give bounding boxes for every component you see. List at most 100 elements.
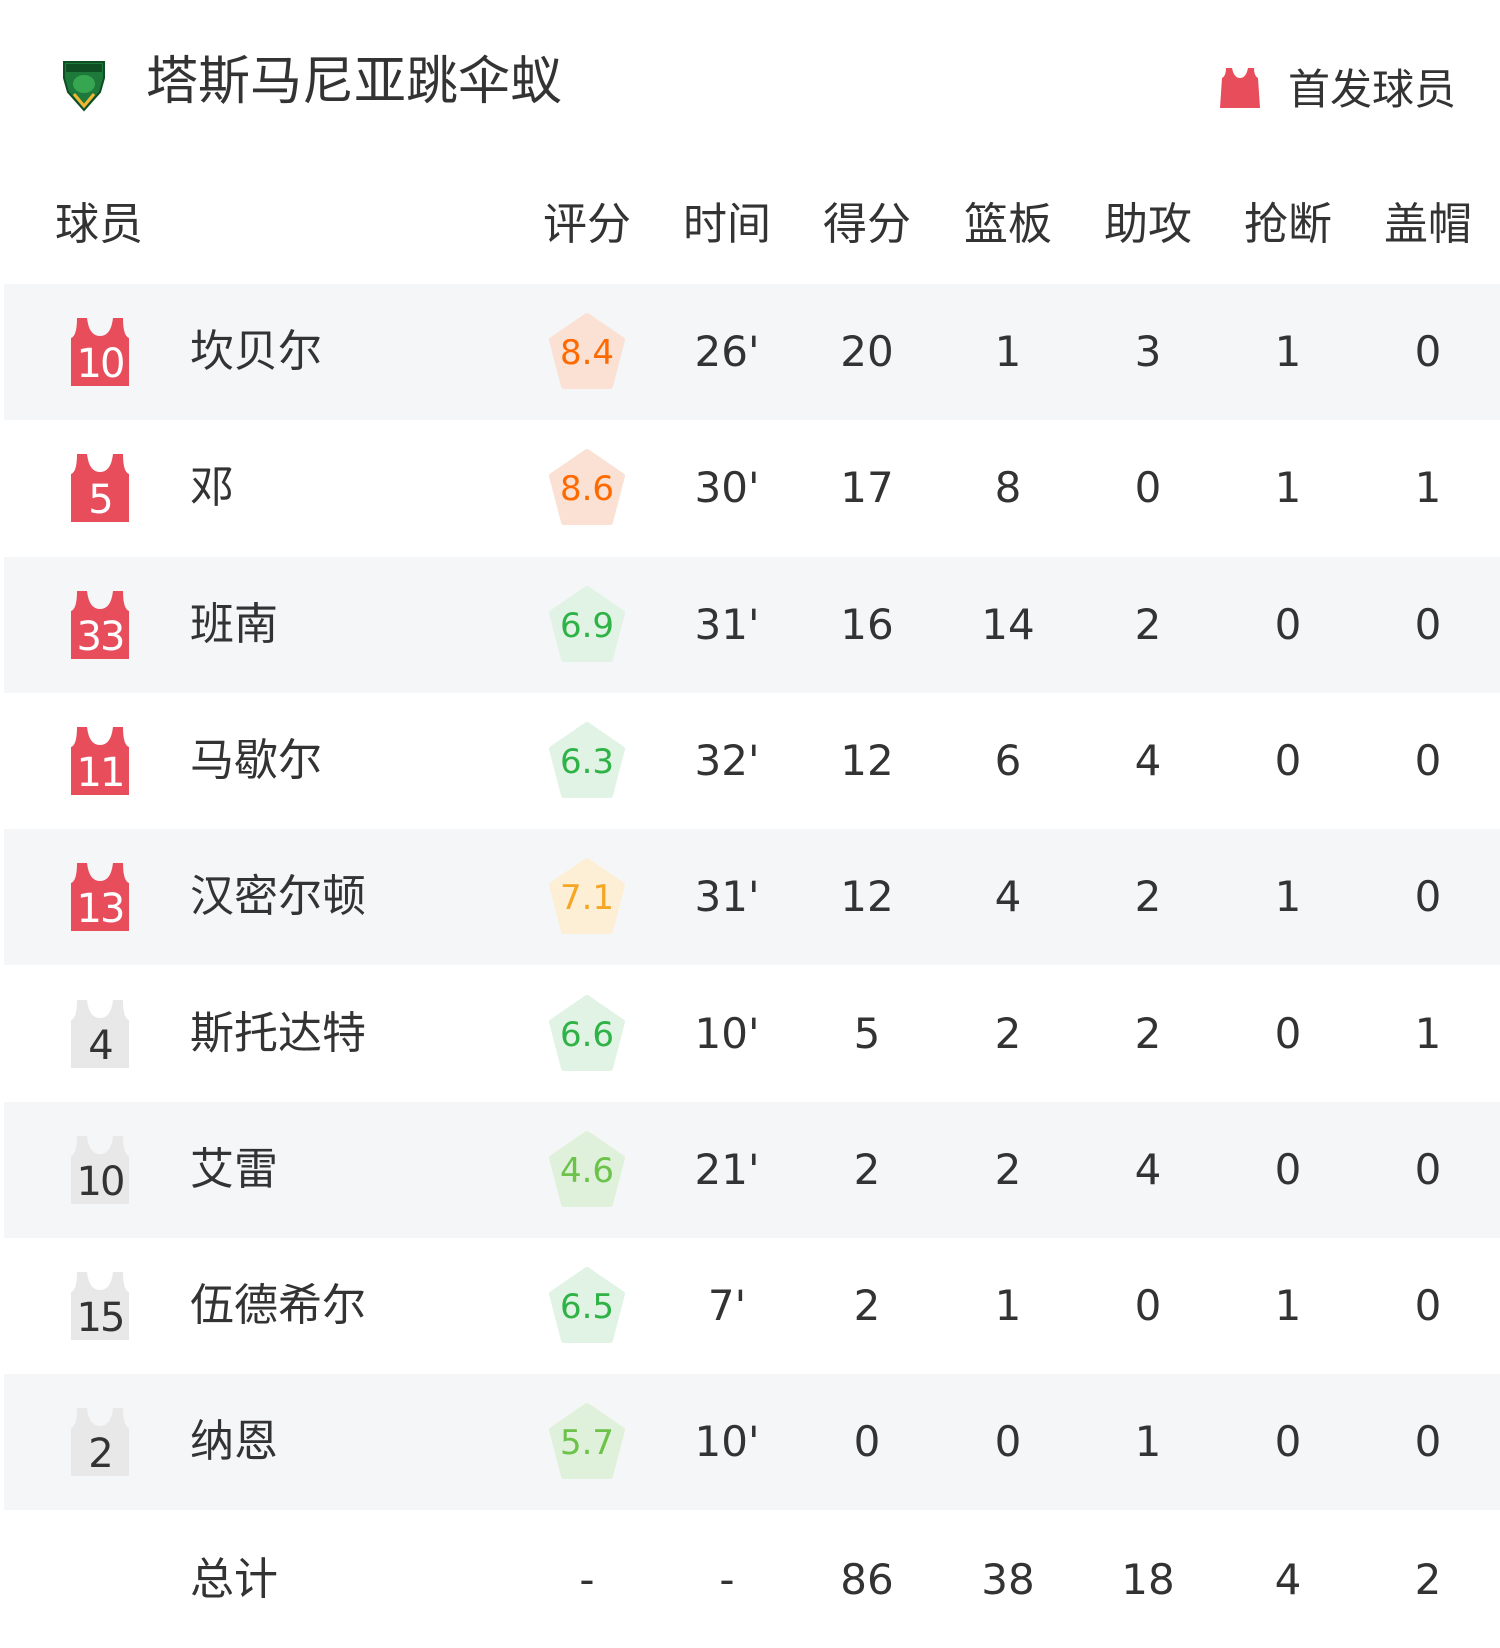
stat-steals: 1: [1274, 1281, 1302, 1331]
totals-assists: 18: [1121, 1555, 1175, 1604]
jersey-number: 4: [88, 1022, 113, 1069]
stat-blocks: 0: [1414, 599, 1442, 649]
rating-badge: 6.3: [546, 721, 628, 801]
player-name[interactable]: 坎贝尔: [190, 326, 322, 377]
player-name[interactable]: 邓: [190, 462, 234, 514]
team-logo: [60, 56, 108, 112]
rating-badge: 6.6: [546, 994, 628, 1074]
col-rebounds[interactable]: 篮板: [964, 199, 1052, 250]
stat-time: 7': [707, 1281, 747, 1331]
stat-time: 31': [694, 872, 760, 922]
player-name[interactable]: 马歇尔: [190, 734, 322, 786]
stat-time: 31': [694, 599, 760, 649]
rating-badge: 6.5: [546, 1266, 628, 1346]
starter-legend-label: 首发球员: [1287, 65, 1456, 114]
jersey-icon: 33: [65, 589, 135, 661]
jersey-icon: 15: [65, 1270, 135, 1342]
jersey-number: 11: [76, 749, 126, 796]
rating-value: 6.5: [559, 1287, 615, 1328]
stat-assists: 2: [1134, 1008, 1162, 1058]
stat-points: 12: [840, 872, 894, 922]
stat-rebounds: 6: [994, 735, 1022, 785]
stat-rebounds: 0: [994, 1417, 1022, 1467]
stat-steals: 1: [1274, 327, 1302, 376]
jersey-icon: 2: [65, 1406, 135, 1478]
stat-assists: 0: [1134, 1281, 1162, 1331]
stat-steals: 0: [1274, 735, 1302, 785]
jersey-icon: 11: [65, 725, 135, 797]
stat-steals: 1: [1274, 872, 1302, 922]
player-row[interactable]: 15 伍德希尔 6.5 7' 2 1 0 1 0: [4, 1238, 1500, 1374]
col-steals[interactable]: 抢断: [1244, 199, 1332, 250]
stat-assists: 4: [1134, 1144, 1162, 1194]
stat-blocks: 0: [1414, 872, 1442, 922]
col-rating[interactable]: 评分: [543, 199, 631, 250]
rating-value: 5.7: [559, 1423, 615, 1464]
jersey-number: 5: [88, 477, 113, 524]
stat-steals: 0: [1274, 1008, 1302, 1058]
totals-steals: 4: [1274, 1555, 1302, 1604]
stat-points: 20: [840, 327, 894, 376]
rating-badge: 7.1: [546, 857, 628, 937]
stat-blocks: 0: [1414, 327, 1442, 376]
stat-time: 10': [694, 1008, 760, 1058]
player-name[interactable]: 汉密尔顿: [190, 871, 366, 923]
stat-blocks: 1: [1414, 1008, 1442, 1058]
stat-assists: 1: [1134, 1417, 1162, 1467]
stat-rebounds: 2: [994, 1144, 1022, 1194]
jersey-icon: 5: [65, 452, 135, 524]
stat-assists: 2: [1134, 872, 1162, 922]
player-row[interactable]: 13 汉密尔顿 7.1 31' 12 4 2 1 0: [4, 829, 1500, 966]
stat-steals: 0: [1274, 1144, 1302, 1194]
col-points[interactable]: 得分: [823, 199, 911, 250]
stat-blocks: 0: [1414, 1281, 1442, 1331]
stat-rebounds: 1: [994, 1281, 1022, 1331]
stat-rebounds: 1: [994, 327, 1022, 376]
stat-points: 12: [840, 735, 894, 785]
stat-rebounds: 14: [981, 599, 1035, 649]
stat-time: 26': [694, 327, 760, 376]
player-row[interactable]: 4 斯托达特 6.6 10' 5 2 2 0 1: [4, 966, 1500, 1102]
rating-value: 4.6: [559, 1150, 615, 1191]
col-time[interactable]: 时间: [683, 199, 771, 250]
rating-badge: 8.4: [546, 312, 628, 392]
jersey-number: 10: [76, 1158, 126, 1205]
player-name[interactable]: 伍德希尔: [190, 1280, 366, 1332]
rating-badge: 4.6: [546, 1130, 628, 1210]
player-row[interactable]: 10 坎贝尔 8.4 26' 20 1 3 1 0: [4, 284, 1500, 420]
player-row[interactable]: 10 艾雷 4.6 21' 2 2 4 0 0: [4, 1101, 1500, 1238]
stat-points: 0: [853, 1417, 881, 1467]
stat-time: 10': [694, 1417, 760, 1467]
rating-badge: 6.9: [546, 585, 628, 665]
stat-assists: 4: [1134, 735, 1162, 785]
totals-row: 总计 - - 86 38 18 4 2: [0, 1511, 1500, 1648]
rating-value: 6.6: [559, 1014, 615, 1055]
stat-time: 30': [694, 463, 760, 513]
player-name[interactable]: 艾雷: [190, 1143, 278, 1195]
totals-rebounds: 38: [981, 1555, 1035, 1604]
stat-assists: 3: [1134, 327, 1162, 376]
stat-time: 32': [694, 735, 760, 785]
stat-time: 21': [694, 1144, 760, 1194]
jersey-icon: [1219, 67, 1260, 108]
jersey-icon: 13: [65, 861, 135, 933]
player-row[interactable]: 2 纳恩 5.7 10' 0 0 1 0 0: [4, 1374, 1500, 1511]
jersey-number: 33: [76, 613, 126, 660]
stat-rebounds: 2: [994, 1008, 1022, 1058]
player-name[interactable]: 斯托达特: [190, 1007, 366, 1059]
player-name[interactable]: 班南: [190, 598, 278, 650]
player-name[interactable]: 纳恩: [190, 1416, 278, 1468]
totals-time: -: [719, 1555, 735, 1604]
col-blocks[interactable]: 盖帽: [1384, 199, 1472, 250]
col-assists[interactable]: 助攻: [1104, 199, 1192, 250]
totals-label: 总计: [190, 1554, 278, 1605]
stat-steals: 0: [1274, 599, 1302, 649]
player-row[interactable]: 11 马歇尔 6.3 32' 12 6 4 0 0: [4, 693, 1500, 829]
stat-assists: 0: [1134, 463, 1162, 513]
player-row[interactable]: 33 班南 6.9 31' 16 14 2 0 0: [4, 556, 1500, 693]
jersey-icon: 10: [65, 1134, 135, 1206]
jersey-number: 15: [76, 1295, 126, 1342]
stat-steals: 1: [1274, 463, 1302, 513]
player-row[interactable]: 5 邓 8.6 30' 17 8 0 1 1: [4, 420, 1500, 556]
rating-badge: 8.6: [546, 448, 628, 528]
